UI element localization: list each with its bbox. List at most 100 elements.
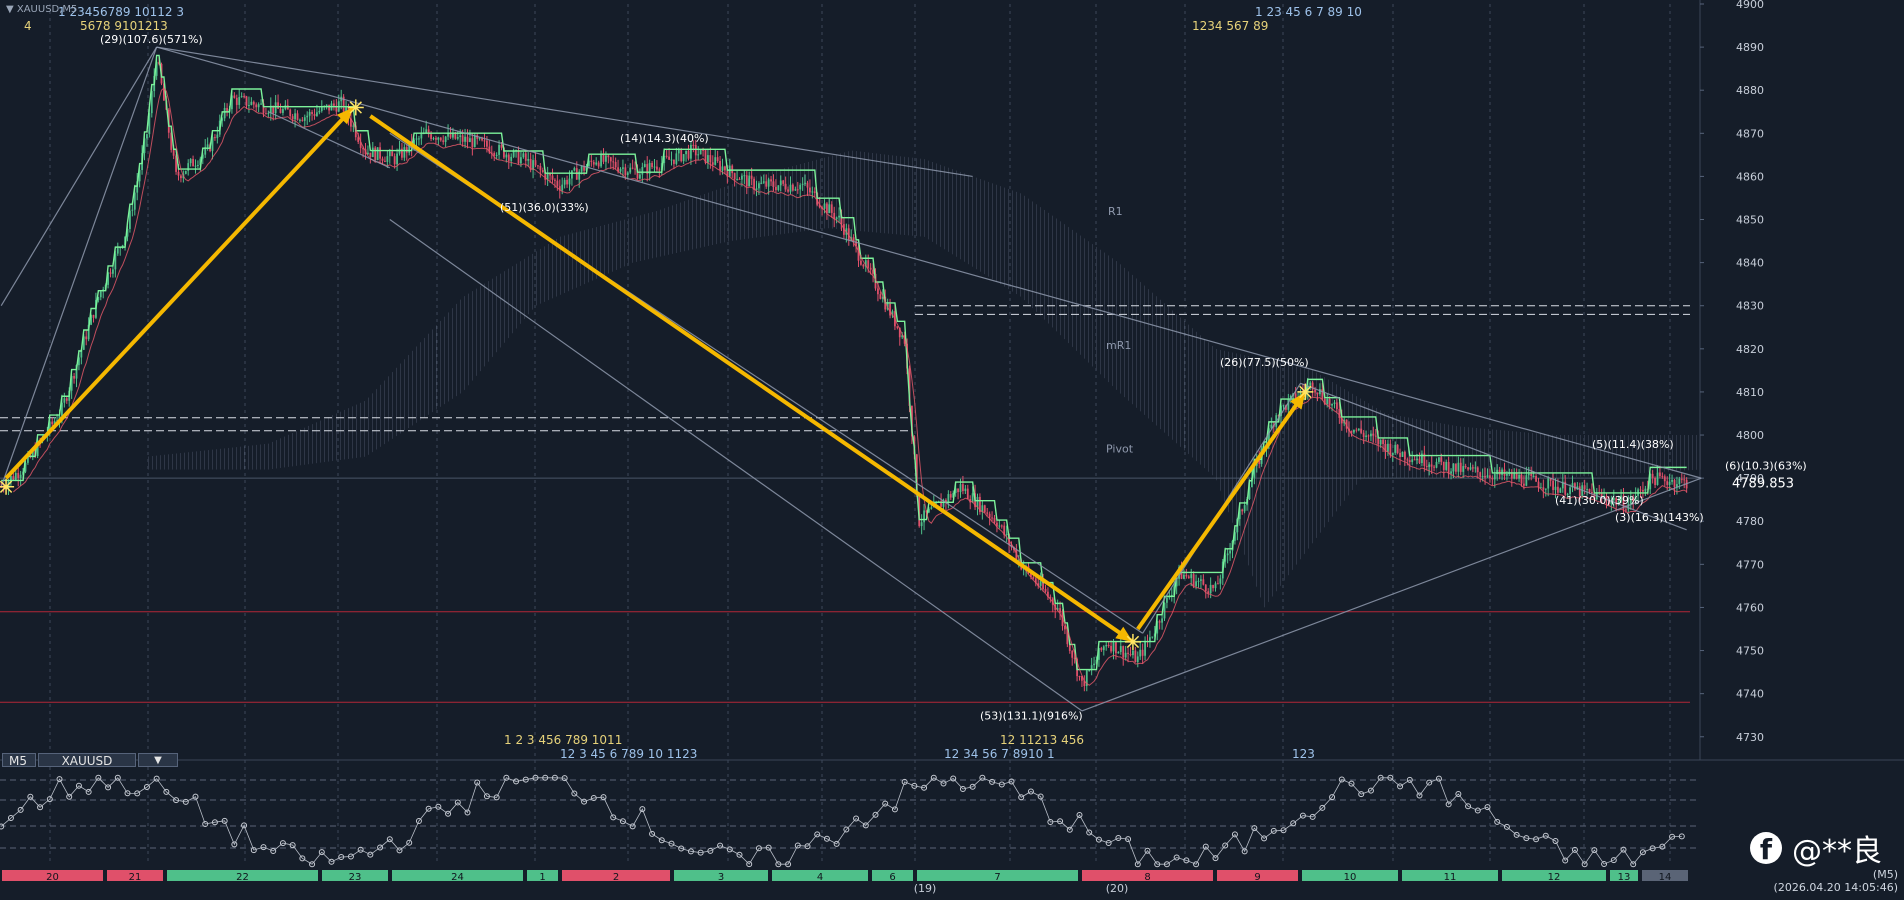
osc-point	[105, 784, 112, 791]
y-tick-label-6: 4790	[1736, 472, 1764, 485]
candle	[826, 203, 828, 214]
candle	[835, 217, 838, 220]
osc-point	[231, 841, 238, 848]
candle	[235, 97, 238, 105]
candle	[430, 134, 432, 140]
candle	[534, 160, 537, 166]
candle	[384, 160, 386, 162]
candle	[1258, 458, 1261, 464]
candle	[517, 150, 520, 164]
candle	[1000, 525, 1003, 527]
candle	[728, 165, 731, 177]
candle	[741, 175, 743, 180]
moving-average	[13, 87, 1687, 686]
candle	[97, 297, 100, 301]
candle	[993, 517, 996, 523]
candle	[301, 119, 304, 121]
candle	[707, 155, 709, 163]
candle	[294, 113, 296, 120]
candle	[1357, 428, 1360, 431]
candle	[27, 454, 29, 463]
candle	[90, 314, 92, 325]
candle	[855, 241, 857, 247]
osc-point	[1591, 847, 1598, 854]
candle	[1510, 472, 1513, 479]
candle	[1593, 492, 1596, 500]
candle	[750, 175, 753, 179]
candle	[976, 496, 979, 508]
osc-point	[882, 800, 889, 807]
candle	[238, 97, 241, 105]
osc-point	[1193, 861, 1200, 868]
candle	[699, 149, 702, 155]
candle	[367, 152, 369, 155]
candle	[738, 178, 741, 180]
candle	[1586, 488, 1588, 490]
candle	[1634, 495, 1637, 502]
osc-point	[56, 776, 63, 783]
candle	[316, 112, 318, 116]
candle	[1003, 525, 1006, 536]
candle	[1328, 399, 1331, 406]
candle	[257, 104, 260, 108]
y-tick-label-10: 4830	[1736, 300, 1764, 313]
period-tab[interactable]: M5	[2, 753, 36, 768]
candle	[267, 113, 270, 115]
osc-point	[415, 817, 422, 824]
osc-point	[1261, 835, 1268, 842]
candle	[777, 185, 780, 191]
candle	[1583, 485, 1586, 490]
osc-point	[1639, 849, 1646, 856]
candle	[605, 155, 607, 162]
osc-point	[1484, 804, 1491, 811]
candle	[568, 178, 571, 185]
osc-point	[959, 785, 966, 792]
candle	[1156, 621, 1159, 634]
candle	[48, 421, 51, 433]
candle	[507, 154, 510, 161]
candle	[755, 188, 758, 190]
candle	[318, 110, 321, 113]
dropdown-tab[interactable]: ▼	[138, 753, 178, 767]
candle	[1139, 649, 1142, 657]
candle	[1282, 405, 1285, 407]
osc-point	[1552, 837, 1559, 844]
candle	[1365, 435, 1367, 438]
osc-point	[1542, 832, 1549, 839]
osc-point	[522, 776, 529, 783]
candle	[622, 167, 624, 169]
candle	[250, 101, 253, 105]
candle	[799, 184, 802, 190]
osc-point	[396, 847, 403, 854]
candle	[1683, 479, 1686, 481]
candle	[1090, 665, 1093, 671]
candle	[1319, 389, 1321, 395]
candle	[1122, 646, 1125, 658]
date-bar-seg-8	[772, 870, 868, 881]
candle	[1394, 444, 1397, 453]
symbol-tab[interactable]: XAUUSD	[38, 753, 136, 768]
candle	[964, 488, 967, 491]
candle	[600, 154, 602, 167]
candle	[1678, 478, 1681, 485]
candle	[1331, 403, 1333, 406]
candle	[379, 147, 381, 159]
osc-point	[1231, 831, 1238, 838]
candle	[214, 137, 216, 139]
candle	[1032, 576, 1035, 579]
candle	[881, 296, 884, 299]
candle	[1226, 553, 1229, 556]
osc-point	[192, 793, 199, 800]
y-tick-label-2: 4750	[1736, 645, 1764, 658]
candle	[1005, 534, 1008, 536]
candle	[656, 166, 658, 170]
osc-point	[1416, 792, 1423, 799]
candle	[439, 137, 442, 141]
osc-point	[27, 793, 34, 800]
osc-point	[1319, 804, 1326, 811]
candle	[488, 146, 491, 153]
candle	[758, 183, 760, 189]
candle	[775, 186, 777, 191]
candle	[425, 129, 428, 133]
